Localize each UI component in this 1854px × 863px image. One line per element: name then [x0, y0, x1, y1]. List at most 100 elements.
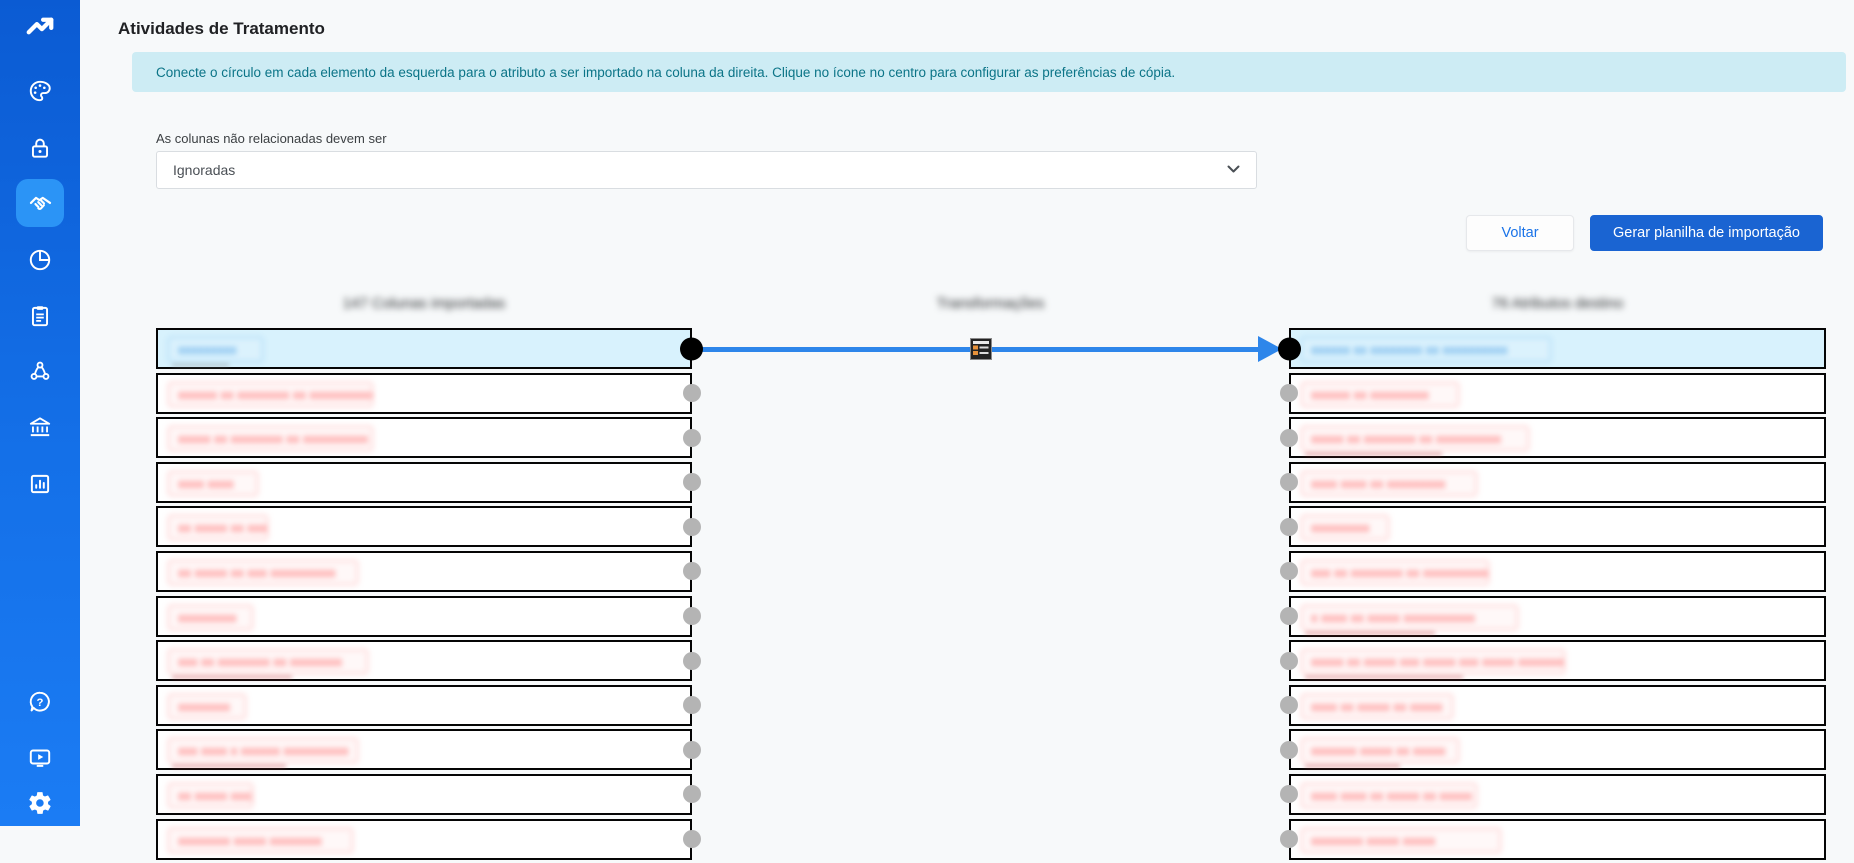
gear-icon[interactable] [16, 779, 64, 827]
redacted-underline [1305, 765, 1400, 768]
redacted-underline [1305, 631, 1435, 634]
redacted-field-label: xx xxxxx xx xxx xxxxxxxxxx [168, 559, 358, 585]
connector-port[interactable] [683, 830, 701, 849]
connector-port[interactable] [683, 696, 701, 715]
redacted-field-label: xxxx xxxx xx xxxxx xx xxxxx [1301, 782, 1477, 808]
connector-port[interactable] [1280, 740, 1298, 759]
handshake-icon[interactable] [16, 179, 64, 227]
connector-port[interactable] [1280, 384, 1298, 403]
bar-chart-box-icon[interactable] [16, 460, 64, 508]
redacted-field-label: xxxxxxxx xxxxx xxxxxxxx [168, 827, 353, 853]
main-content: Atividades de Tratamento Conecte o círcu… [80, 0, 1854, 860]
connector-port-connected[interactable] [680, 337, 703, 360]
mapping-row[interactable]: xxxxx xx xxxxxxxx xx xxxxxxxxxx [1280, 417, 1826, 459]
connector-port[interactable] [1280, 651, 1298, 670]
redacted-field-label: xxxxxxxx xxxxx xxxxx [1301, 827, 1501, 853]
mapping-row[interactable]: xxxx xx xxxxx xx xxxxx [1280, 684, 1826, 726]
target-attributes-header: 76 Atributos destino [1491, 295, 1624, 312]
connector-port[interactable] [1280, 562, 1298, 581]
video-tutorial-icon[interactable] [16, 733, 64, 781]
redacted-field-label: xx xxxxx xxxx [168, 782, 253, 808]
mapping-row[interactable]: xxxxx xx xxxxx xxx xxxxx xxx xxxxx xxxxx… [1280, 640, 1826, 682]
connector-port[interactable] [1280, 517, 1298, 536]
chevron-down-icon [1227, 161, 1240, 179]
connector-port[interactable] [1280, 830, 1298, 849]
info-banner-text: Conecte o círculo em cada elemento da es… [156, 64, 1176, 80]
hub-icon[interactable] [16, 347, 64, 395]
mapping-row[interactable]: xxxxxxxxx [1280, 506, 1826, 548]
redacted-field-label: xxx xx xxxxxxxx xx xxxxxxxxxx [1301, 559, 1489, 585]
palette-icon[interactable] [16, 67, 64, 115]
mapping-row[interactable]: xxxxxxx xxxxx xx xxxxx [1280, 729, 1826, 771]
mapping-row[interactable]: xxxxxx xx xxxxxxxx xx xxxxxxxxxx [1278, 328, 1826, 369]
svg-text:?: ? [37, 697, 44, 709]
select-value: Ignoradas [173, 162, 236, 178]
transformations-header: Transformações [936, 295, 1045, 312]
connector-port[interactable] [1280, 607, 1298, 626]
mapping-row[interactable]: xxxxxxxx xxxxx xxxxx [1280, 818, 1826, 860]
redacted-field-label: xxxxxx xx xxxxxxxxx [1301, 381, 1459, 407]
connector-port[interactable] [1280, 696, 1298, 715]
bank-icon[interactable] [16, 403, 64, 451]
redacted-field-label: xxxxxxxx [168, 693, 246, 719]
help-icon[interactable]: ? [16, 678, 64, 726]
redacted-underline [172, 364, 229, 366]
connector-port[interactable] [683, 562, 701, 581]
connector-port[interactable] [683, 384, 701, 403]
redacted-field-label: xxxxxxxxx [168, 604, 253, 630]
trending-up-logo-icon[interactable] [16, 2, 64, 50]
back-button[interactable]: Voltar [1466, 215, 1574, 251]
mapping-row[interactable]: xxx xx xxxxxxxx xx xxxxxxxxxx [1280, 550, 1826, 592]
redacted-field-label: xxx xxxx x xxxxxx xxxxxxxxxx [168, 738, 358, 764]
redacted-field-label: xx xxxxx xx xxxx [168, 515, 268, 541]
redacted-underline [172, 676, 292, 679]
connector-port-connected[interactable] [1278, 337, 1301, 360]
connector-port[interactable] [1280, 473, 1298, 492]
imported-columns-list: xxxxxxxxx xxxxxx xx xxxxxxxx xx xxxxxxxxx… [156, 328, 703, 863]
connector-port[interactable] [683, 428, 701, 447]
mapping-row[interactable]: xxx xxxx x xxxxxx xxxxxxxxxx [156, 729, 701, 771]
mapping-row[interactable]: xxxx xxxx xx xxxxx xx xxxxx [1280, 773, 1826, 815]
table-transform-icon[interactable] [970, 338, 992, 360]
mapping-row[interactable]: xx xxxxx xx xxxx [156, 506, 701, 548]
mapping-row[interactable]: x xxxx xx xxxxx xxxxxxxxxxx [1280, 595, 1826, 637]
mapping-row[interactable]: xxx xx xxxxxxxx xx xxxxxxxx [156, 640, 701, 682]
unrelated-columns-label: As colunas não relacionadas devem ser [156, 131, 387, 146]
generate-spreadsheet-button[interactable]: Gerar planilha de importação [1590, 215, 1823, 251]
sidebar: ? [0, 0, 80, 826]
page-title: Atividades de Tratamento [118, 19, 325, 39]
redacted-field-label: xxxx xx xxxxx xx xxxxx [1301, 693, 1453, 719]
redacted-field-label: xxxxx xx xxxxxxxx xx xxxxxxxxxx [168, 426, 373, 452]
mapping-row[interactable]: xxxx xxxx [156, 461, 701, 503]
connector-port[interactable] [683, 473, 701, 492]
mapping-row[interactable]: xxxxxxxxx [156, 595, 701, 637]
redacted-field-label: xxxxx xx xxxxx xxx xxxxx xxx xxxxx xxxxx… [1301, 649, 1565, 675]
mapping-row[interactable]: xxxxx xx xxxxxxxx xx xxxxxxxxxx [156, 417, 701, 459]
mapping-row[interactable]: xxxxxxxx [156, 684, 701, 726]
mapping-row[interactable]: xx xxxxx xxxx [156, 773, 701, 815]
mapping-row[interactable]: xxxxxxxxx [156, 328, 703, 369]
lock-icon[interactable] [16, 124, 64, 172]
connector-port[interactable] [683, 651, 701, 670]
redacted-underline [172, 765, 286, 768]
mapping-row[interactable]: xxxx xxxx xx xxxxxxxxx [1280, 461, 1826, 503]
target-attributes-list: xxxxxx xx xxxxxxxx xx xxxxxxxxxx xxxxxx x… [1278, 328, 1826, 863]
redacted-field-label: xxxxxx xx xxxxxxxx xx xxxxxxxxxx [1301, 337, 1551, 362]
redacted-field-label: xxxx xxxx [168, 470, 258, 496]
mapping-row[interactable]: xx xxxxx xx xxx xxxxxxxxxx [156, 550, 701, 592]
connector-port[interactable] [683, 607, 701, 626]
mapping-row[interactable]: xxxxxx xx xxxxxxxxx [1280, 372, 1826, 414]
connector-port[interactable] [683, 517, 701, 536]
connector-port[interactable] [1280, 428, 1298, 447]
clipboard-icon[interactable] [16, 292, 64, 340]
imported-columns-header: 147 Colunas importadas [342, 295, 506, 312]
connector-port[interactable] [683, 785, 701, 804]
redacted-field-label: xxxxxxxxx [168, 337, 263, 362]
pie-chart-icon[interactable] [16, 236, 64, 284]
redacted-field-label: xxxxxx xx xxxxxxxx xx xxxxxxxxxx [168, 381, 373, 407]
connector-port[interactable] [683, 740, 701, 759]
mapping-row[interactable]: xxxxxx xx xxxxxxxx xx xxxxxxxxxx [156, 372, 701, 414]
mapping-row[interactable]: xxxxxxxx xxxxx xxxxxxxx [156, 818, 701, 860]
connector-port[interactable] [1280, 785, 1298, 804]
unrelated-columns-select[interactable]: Ignoradas [156, 151, 1257, 189]
